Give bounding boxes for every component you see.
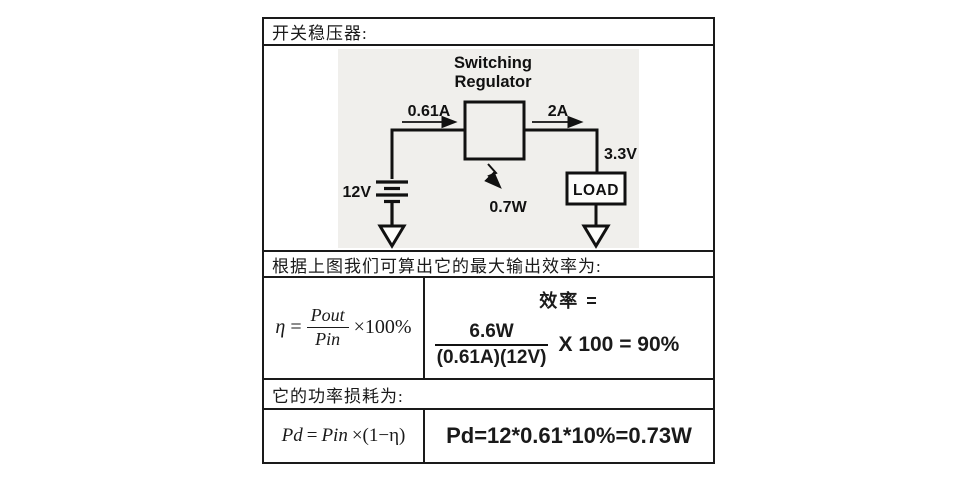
calc-denominator: (0.61A)(12V) <box>436 347 547 369</box>
input-wire <box>390 128 465 179</box>
efficiency-row: η = Pout Pin ×100% 效率 = 6.6W (0.6 <box>264 278 713 380</box>
calc-fraction-bar <box>434 343 549 347</box>
output-voltage-label: 3.3V <box>604 146 637 163</box>
power-loss-calculation: Pd=12*0.61*10%=0.73W <box>425 410 713 462</box>
power-loss-formula: Pd = Pin ×(1−η) <box>264 410 425 462</box>
load-label: LOAD <box>573 182 619 199</box>
output-wire <box>524 128 599 173</box>
fraction-bar <box>306 326 349 329</box>
pd-symbol: Pd <box>281 425 303 446</box>
circuit-diagram-row: Switching Regulator 12V <box>264 46 713 252</box>
calc-result: X 100 = 90% <box>558 333 680 357</box>
efficiency-intro-row: 根据上图我们可算出它的最大输出效率为: <box>264 252 713 278</box>
efficiency-intro-text: 根据上图我们可算出它的最大输出效率为: <box>272 256 602 276</box>
diagram-background <box>338 49 639 248</box>
section-title: 开关稳压器: <box>272 24 368 43</box>
document-table: 开关稳压器: Switching Regulator <box>262 17 715 464</box>
power-loss-result: Pd=12*0.61*10%=0.73W <box>446 423 692 448</box>
regulator-title-line2: Regulator <box>454 73 532 91</box>
lightning-icon <box>484 163 502 189</box>
calc-numerator: 6.6W <box>469 321 514 342</box>
fraction-numerator: Pout <box>310 304 345 325</box>
fraction-denominator: Pin <box>315 329 341 350</box>
regulator-title-line1: Switching <box>454 54 532 72</box>
load-box <box>565 171 627 206</box>
efficiency-heading: 效率 = <box>539 291 599 311</box>
formula-suffix: ×100% <box>353 316 412 339</box>
pin-symbol: Pin <box>321 425 348 446</box>
output-current-label: 2A <box>548 103 569 120</box>
section-title-row: 开关稳压器: <box>264 19 713 46</box>
ground-icon-left <box>377 224 407 249</box>
circuit-diagram: Switching Regulator 12V <box>338 49 639 249</box>
efficiency-calculation: 效率 = 6.6W (0.61A)(12V) X 100 = 90% <box>425 278 713 378</box>
battery-icon <box>376 180 408 226</box>
power-loss-expression: ×(1−η) <box>351 425 406 446</box>
input-current-label: 0.61A <box>408 103 451 120</box>
formula-fraction: Pout Pin <box>306 304 349 350</box>
equals-sign-2: = <box>306 425 318 446</box>
eta-symbol: η <box>275 316 286 339</box>
ground-icon-right <box>581 224 611 249</box>
source-voltage-label: 12V <box>343 184 372 201</box>
power-loss-intro-row: 它的功率损耗为: <box>264 380 713 410</box>
equals-sign: = <box>290 316 302 339</box>
dissipation-label: 0.7W <box>489 199 527 216</box>
calc-fraction: 6.6W (0.61A)(12V) <box>434 321 549 369</box>
power-loss-row: Pd = Pin ×(1−η) Pd=12*0.61*10%=0.73W <box>264 410 713 462</box>
power-loss-intro-text: 它的功率损耗为: <box>272 386 404 406</box>
efficiency-formula: η = Pout Pin ×100% <box>264 278 425 378</box>
